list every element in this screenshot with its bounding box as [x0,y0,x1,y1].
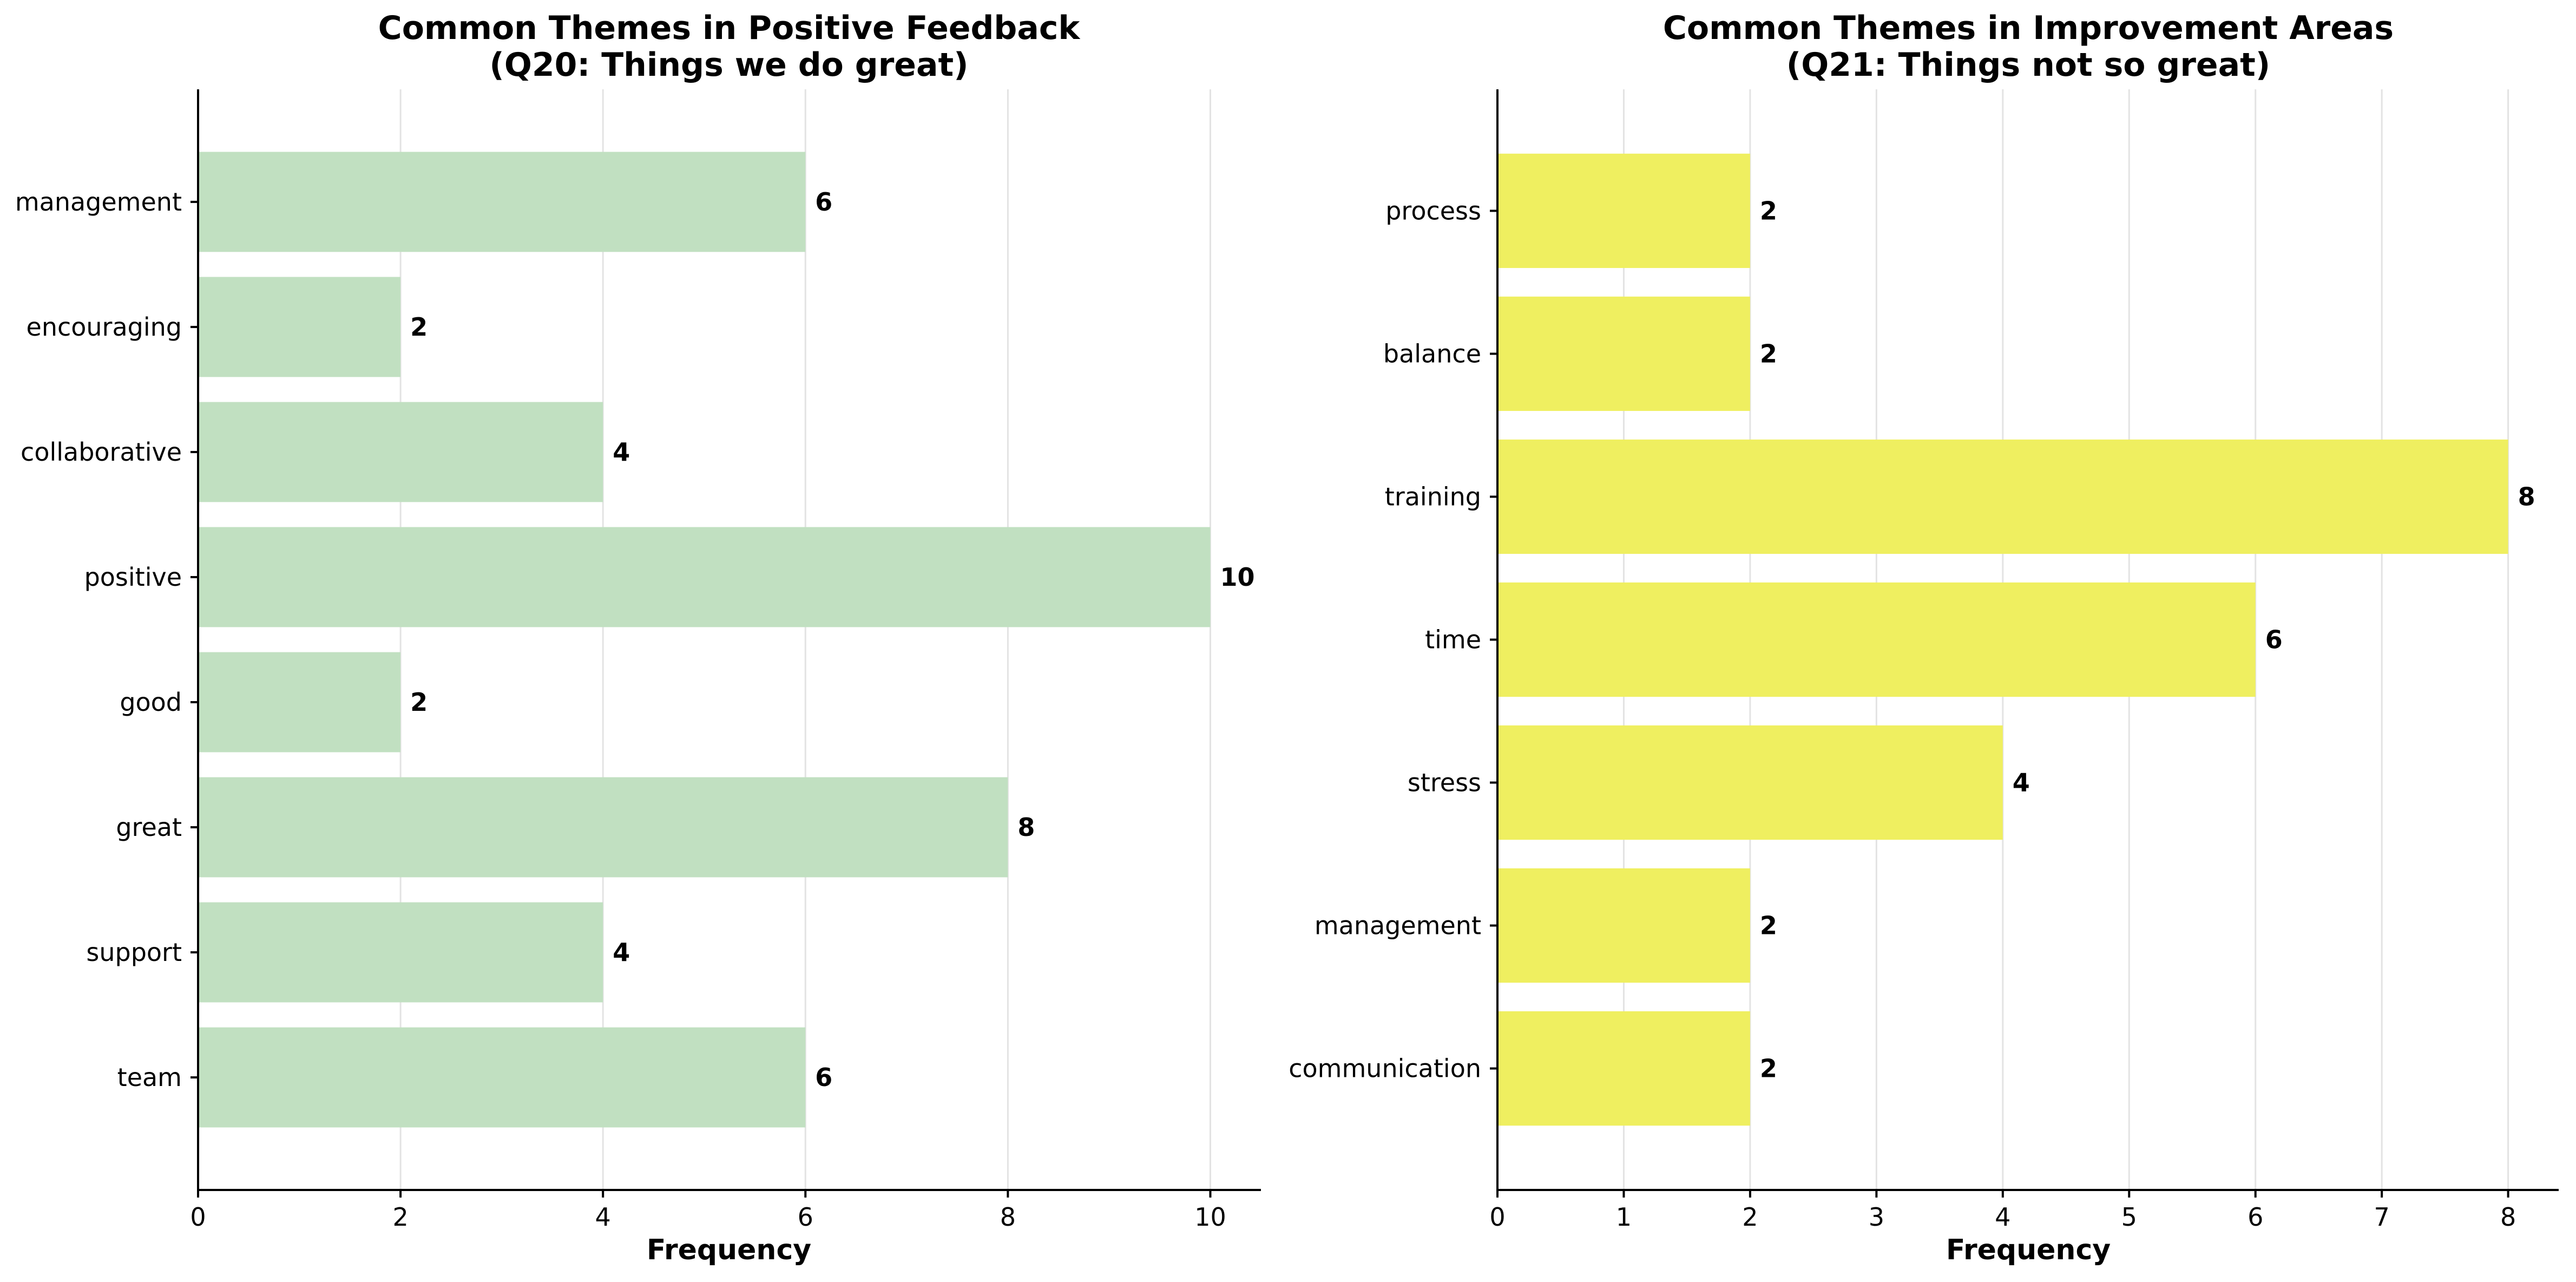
bar [198,1027,806,1128]
x-tick-label: 7 [2374,1202,2390,1232]
bar [1497,725,2003,840]
value-label: 10 [1220,562,1254,592]
value-label: 8 [2518,482,2535,511]
positive-feedback-chart: Common Themes in Positive Feedback (Q20:… [15,9,1261,1266]
y-tick-label: support [86,938,182,967]
x-tick-label: 0 [1489,1202,1505,1232]
x-tick-label: 5 [2121,1202,2137,1232]
bar [198,277,401,377]
bar [198,402,603,502]
chart-title: Common Themes in Positive Feedback [378,9,1081,47]
y-tick-label: balance [1383,339,1481,368]
x-tick-label: 8 [2500,1202,2516,1232]
y-tick-label: great [116,813,182,842]
value-label: 4 [613,437,630,467]
value-label: 2 [410,312,428,342]
y-tick-label: collaborative [21,437,182,467]
y-tick-label: training [1385,482,1481,511]
x-tick-label: 4 [1995,1202,2010,1232]
y-tick-label: management [15,187,182,217]
bar [198,527,1211,627]
labels: 0 2 4 6 8 10 6 management 2 encouraging 4 collabora… [15,187,1255,1232]
bar [1497,153,1750,269]
x-tick-label: 2 [1742,1202,1758,1232]
chart-title: Common Themes in Improvement Areas [1663,9,2394,47]
improvement-areas-chart: Common Themes in Improvement Areas (Q21:… [1289,9,2559,1266]
axes [1490,89,2559,1198]
chart-subtitle: (Q20: Things we do great) [489,46,968,84]
bar [1497,296,1750,411]
bars [1497,153,2508,1126]
bar [198,152,806,252]
y-tick-label: positive [84,562,182,592]
labels: 0 1 2 3 4 5 6 7 8 2 process 2 balance 8 training 6 time 4… [1289,196,2535,1232]
bar [1497,439,2508,554]
x-axis-label: Frequency [1946,1234,2111,1266]
y-tick-label: good [120,688,182,717]
y-tick-label: communication [1289,1054,1481,1083]
axes [190,89,1261,1198]
y-tick-label: stress [1408,768,1481,797]
bar [198,652,401,753]
grid-lines [197,89,1211,1190]
bars [198,152,1211,1128]
y-tick-label: process [1385,196,1481,225]
value-label: 6 [815,187,832,217]
y-tick-label: management [1315,911,1481,940]
x-tick-label: 1 [1616,1202,1632,1232]
x-axis-label: Frequency [647,1234,811,1266]
y-tick-label: team [117,1063,182,1092]
y-tick-label: time [1425,625,1481,655]
x-tick-label: 10 [1194,1202,1226,1232]
value-label: 2 [1760,339,1777,368]
bar [1497,582,2256,697]
x-tick-label: 0 [190,1202,206,1232]
x-tick-label: 6 [2248,1202,2263,1232]
value-label: 2 [1760,196,1777,225]
value-label: 4 [613,938,630,967]
bar [1497,1011,1750,1126]
x-tick-label: 8 [1000,1202,1016,1232]
value-label: 2 [410,688,428,717]
x-tick-label: 6 [798,1202,813,1232]
value-label: 2 [1760,911,1777,940]
x-tick-label: 2 [392,1202,408,1232]
bar [198,777,1008,878]
value-label: 6 [2265,625,2283,655]
value-label: 2 [1760,1054,1777,1083]
value-label: 4 [2013,768,2030,797]
chart-subtitle: (Q21: Things not so great) [1786,46,2270,84]
x-tick-label: 4 [595,1202,611,1232]
bar [198,902,603,1003]
value-label: 8 [1017,813,1035,842]
y-tick-label: encouraging [27,312,182,342]
x-tick-label: 3 [1869,1202,1884,1232]
bar [1497,868,1750,983]
value-label: 6 [815,1063,832,1092]
